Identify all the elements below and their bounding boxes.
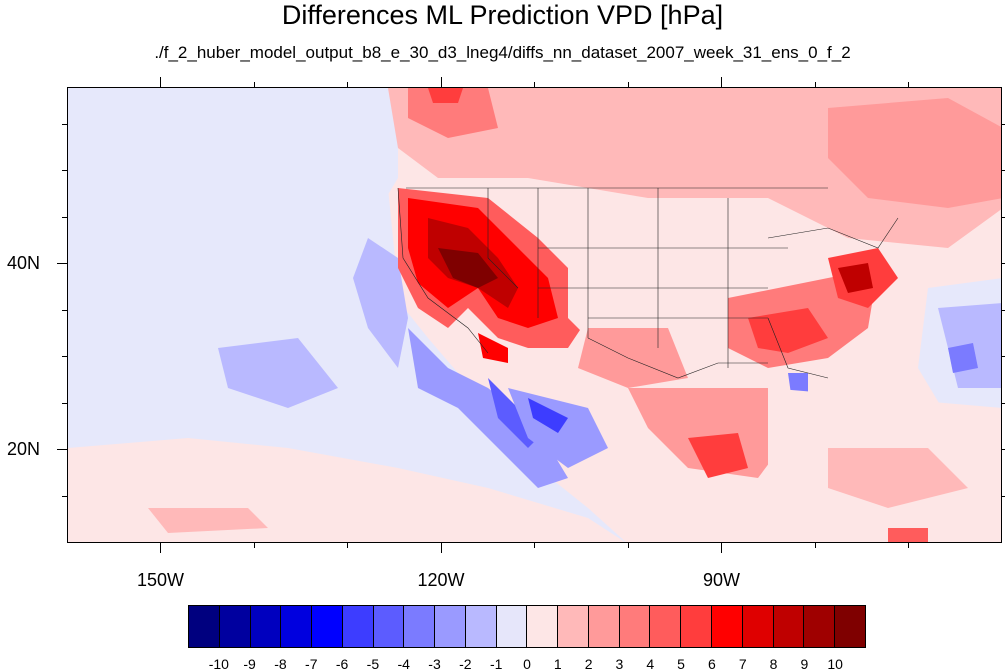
x-tick-label: 90W [702,570,741,590]
colorbar-swatch [527,606,559,647]
colorbar-label: -6 [335,656,349,672]
colorbar-swatch [681,606,713,647]
colorbar-swatch [496,606,528,647]
axis-tick [62,356,67,358]
axis-tick [440,77,442,87]
colorbar-label: 9 [800,656,809,672]
colorbar-label: -10 [208,656,229,672]
colorbar-label: 0 [523,656,531,672]
colorbar-label: -3 [428,656,441,672]
map-panel [67,87,1002,543]
colorbar-swatch [742,606,774,647]
colorbar-swatch [281,606,313,647]
axis-tick [62,216,67,218]
colorbar-swatch [435,606,466,647]
colorbar-swatch [712,606,743,647]
colorbar-label: -2 [459,656,472,672]
axis-tick [440,543,442,553]
colorbar-swatch [250,606,282,647]
colorbar-label: 4 [646,656,655,672]
axis-tick [1002,263,1005,265]
axis-tick [1002,309,1005,311]
colorbar-label: 2 [584,656,593,672]
axis-tick [1002,123,1005,125]
axis-tick [62,170,67,172]
axis-tick [1002,495,1005,497]
axis-tick [1002,356,1005,358]
axis-tick [253,82,255,87]
x-tick-label: 120W [417,570,465,590]
x-tick-label: 150W [136,570,185,590]
colorbar-label: -4 [397,656,410,672]
colorbar-swatch [804,606,836,647]
axis-tick [253,543,255,548]
axis-tick [347,543,348,548]
colorbar [188,605,866,648]
colorbar-swatch [189,606,220,647]
colorbar-label: 6 [708,656,716,672]
axis-tick [1002,170,1005,172]
colorbar-label: -9 [243,656,256,672]
colorbar-swatch [650,606,682,647]
colorbar-swatch [558,606,589,647]
colorbar-swatch [219,606,251,647]
axis-tick [814,543,816,548]
axis-tick [814,82,816,87]
colorbar-label: 10 [827,656,843,672]
plot-subtitle: ./f_2_huber_model_output_b8_e_30_d3_lneg… [154,43,851,62]
colorbar-swatch [773,606,805,647]
axis-tick [1002,216,1005,218]
plot-title: Differences ML Prediction VPD [hPa] [281,0,724,30]
axis-tick [1002,449,1005,451]
axis-tick [721,77,722,87]
y-tick-label: 40N [6,252,40,273]
vpd-difference-map [68,88,1001,542]
axis-tick [1002,402,1005,404]
axis-tick [908,543,909,548]
axis-tick [627,543,629,548]
axis-tick [160,543,161,553]
axis-tick [534,543,535,548]
colorbar-label: 5 [677,656,685,672]
axis-tick [160,77,161,87]
colorbar-swatch [312,606,343,647]
axis-tick [908,82,909,87]
colorbar-label: -8 [274,656,287,672]
axis-tick [627,82,629,87]
axis-tick [347,82,348,87]
colorbar-swatch [404,606,436,647]
colorbar-label: -1 [489,656,503,672]
colorbar-label: -7 [305,656,318,672]
colorbar-swatch [835,606,865,647]
axis-tick [721,543,722,553]
axis-tick [57,449,67,451]
colorbar-label: 3 [615,656,624,672]
axis-tick [57,263,67,265]
axis-tick [62,309,67,311]
colorbar-label: 8 [769,656,778,672]
axis-tick [62,495,67,497]
axis-tick [62,123,67,125]
axis-tick [62,402,67,404]
colorbar-label: 1 [553,656,562,672]
colorbar-label: 7 [738,656,747,672]
colorbar-swatch [619,606,651,647]
colorbar-swatch [342,606,374,647]
axis-tick [534,82,535,87]
colorbar-swatch [588,606,620,647]
colorbar-swatch [373,606,405,647]
colorbar-label: -5 [366,656,380,672]
colorbar-swatch [465,606,497,647]
y-tick-label: 20N [6,438,40,459]
